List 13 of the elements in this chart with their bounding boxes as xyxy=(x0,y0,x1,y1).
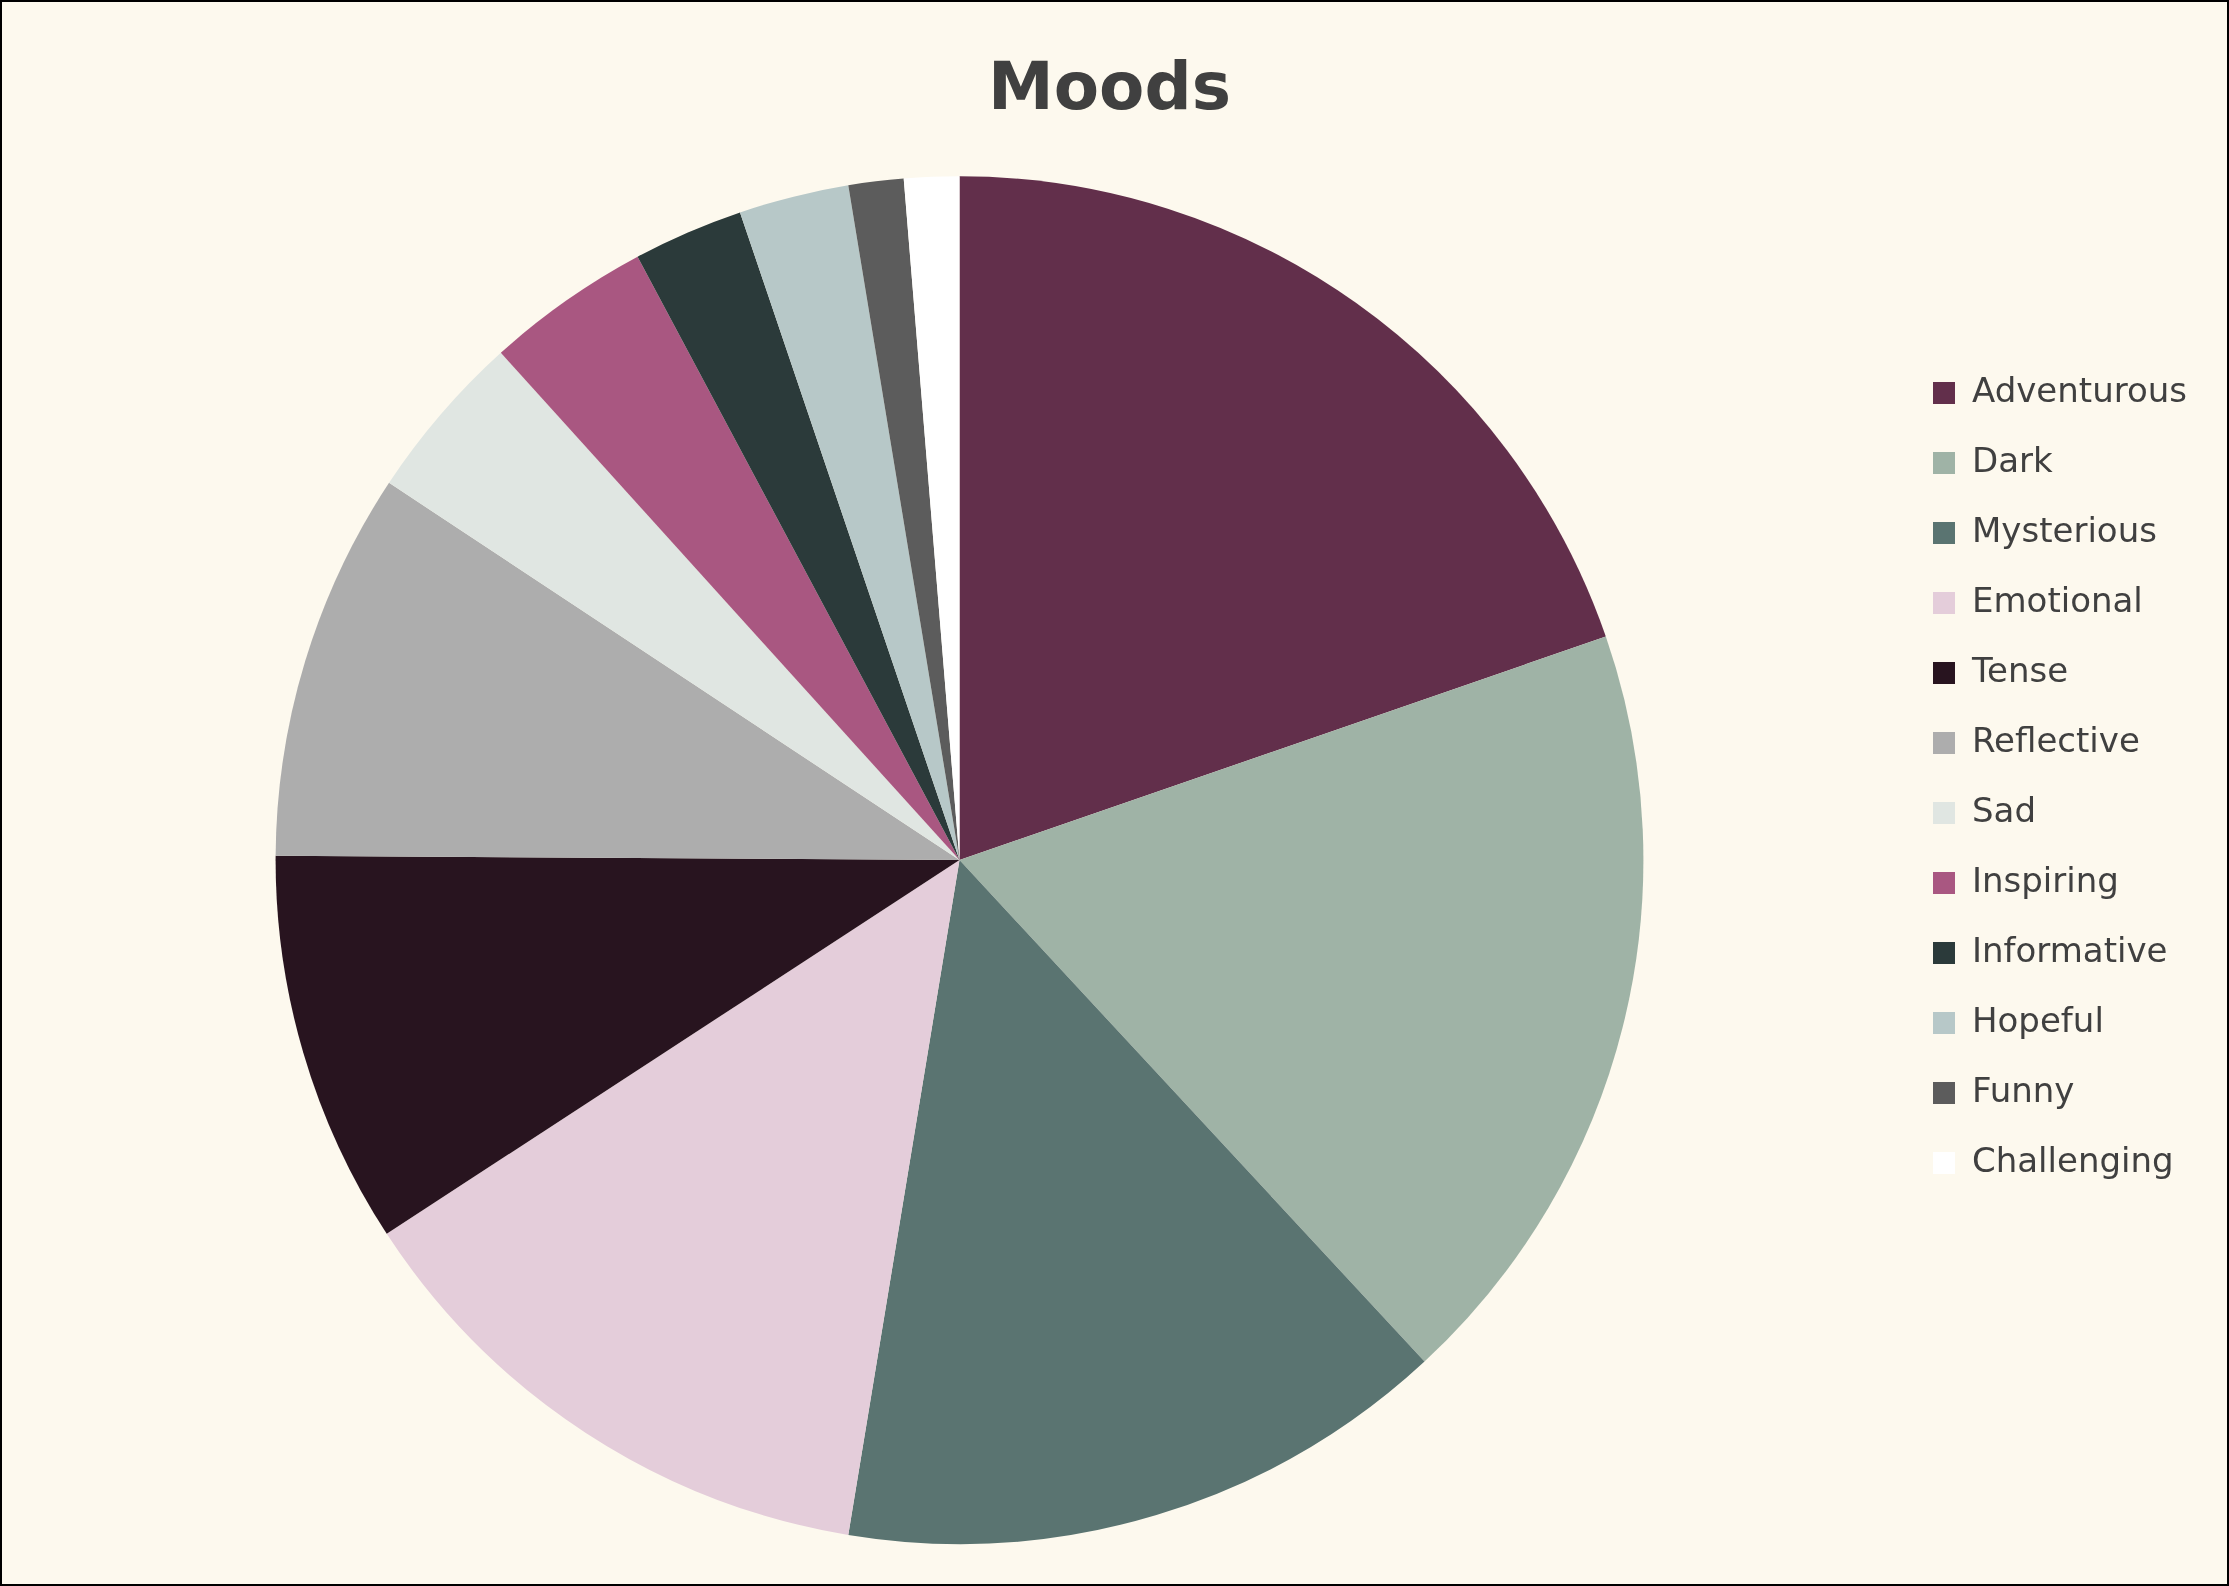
legend-label: Inspiring xyxy=(1971,859,2119,900)
legend-label: Adventurous xyxy=(1971,369,2188,410)
legend-label: Informative xyxy=(1971,929,2168,970)
legend-label: Dark xyxy=(1971,439,2053,480)
legend-label: Reflective xyxy=(1971,719,2140,760)
legend-label: Hopeful xyxy=(1971,999,2104,1040)
legend-label: Emotional xyxy=(1971,579,2143,620)
chart-title: Moods xyxy=(988,47,1231,125)
legend-label: Tense xyxy=(1970,649,2069,690)
legend-label: Sad xyxy=(1971,789,2036,830)
legend-label: Mysterious xyxy=(1971,509,2157,550)
legend-label: Challenging xyxy=(1971,1139,2174,1180)
legend-label: Funny xyxy=(1971,1069,2075,1110)
